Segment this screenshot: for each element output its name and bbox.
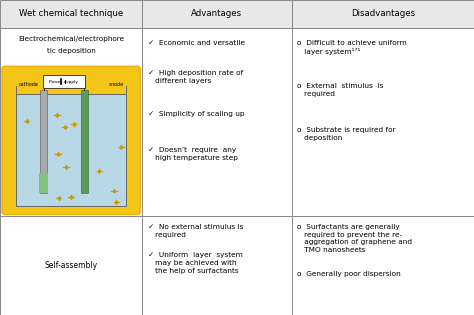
Text: ✓  High deposition rate of
   different layers: ✓ High deposition rate of different laye… (148, 70, 243, 84)
Text: ✓  Simplicity of scaling up: ✓ Simplicity of scaling up (148, 111, 245, 117)
Bar (0, 0, 142, 28)
Text: Wet chemical technique: Wet chemical technique (19, 9, 123, 18)
Bar (292, 216, 474, 315)
FancyBboxPatch shape (2, 66, 140, 215)
Text: o  External  stimulus  is
   required: o External stimulus is required (297, 83, 383, 97)
Text: cathode: cathode (18, 82, 38, 87)
Bar (16, 94, 126, 206)
Text: tic deposition: tic deposition (47, 48, 95, 54)
Text: o  Difficult to achieve uniform
   layer system¹⁷¹: o Difficult to achieve uniform layer sys… (297, 40, 407, 55)
Bar (142, 216, 292, 315)
Bar (39, 173, 48, 193)
Text: ✓  Doesn’t  require  any
   high temperature step: ✓ Doesn’t require any high temperature s… (148, 147, 238, 161)
Text: Self-assembly: Self-assembly (45, 261, 98, 270)
Bar (0, 216, 142, 315)
Bar (40, 90, 47, 193)
Bar (81, 90, 88, 193)
Bar (142, 28, 292, 216)
Bar (0, 28, 142, 216)
Text: Power supply: Power supply (49, 80, 79, 83)
Text: o  Surfactants are generally
   required to prevent the re-
   aggregation of gr: o Surfactants are generally required to … (297, 224, 412, 253)
Text: ✓  Uniform  layer  system
   may be achieved with
   the help of surfactants: ✓ Uniform layer system may be achieved w… (148, 252, 243, 274)
Text: ✓  Economic and versatile: ✓ Economic and versatile (148, 40, 245, 46)
Text: Electrochemical/electrophore: Electrochemical/electrophore (18, 36, 124, 42)
Text: Advantages: Advantages (191, 9, 242, 18)
Bar (43, 75, 85, 88)
Text: Disadvantages: Disadvantages (351, 9, 415, 18)
Text: o  Generally poor dispersion: o Generally poor dispersion (297, 271, 401, 277)
Text: ✓  No external stimulus is
   required: ✓ No external stimulus is required (148, 224, 243, 238)
Bar (292, 28, 474, 216)
Text: anode: anode (109, 82, 124, 87)
Bar (292, 0, 474, 28)
Bar (142, 0, 292, 28)
Text: o  Substrate is required for
   deposition: o Substrate is required for deposition (297, 127, 396, 141)
